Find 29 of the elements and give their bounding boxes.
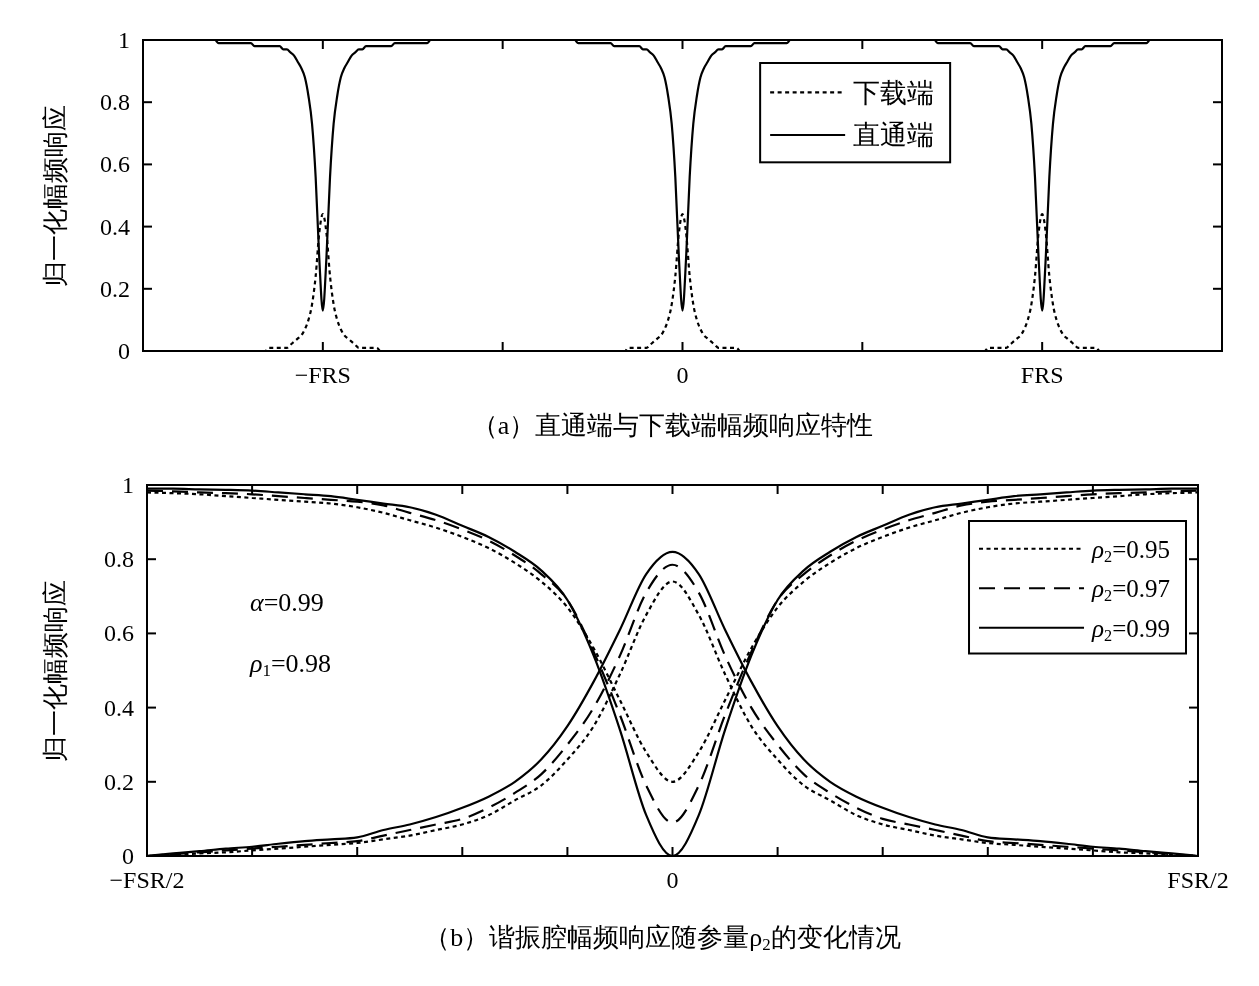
text: （a）直通端与下载端幅频响应特性	[471, 411, 874, 440]
y-tick-label: 0.8	[104, 546, 134, 573]
y-tick-label: 0.4	[100, 213, 130, 240]
y-tick-label: 0.2	[100, 275, 130, 302]
annotation: ρ$_{1}$=0.98	[249, 649, 332, 681]
y-tick-label: 0.2	[104, 768, 134, 795]
annotation: α=0.99	[250, 588, 324, 618]
y-axis-title: 归一化幅频响应	[41, 104, 70, 287]
y-tick-label: 1	[122, 472, 134, 498]
x-tick-label: FRS	[1020, 362, 1064, 388]
x-tick-label: FSR/2	[1167, 867, 1229, 893]
y-tick-label: 0.6	[100, 151, 130, 178]
y-tick-label: 0	[118, 338, 130, 364]
x-tick-label: 0	[676, 362, 689, 388]
y-tick-label: 0	[122, 843, 134, 869]
y-tick-label: 1	[118, 27, 130, 53]
legend-label: ρ$_{2}$=0.97	[1091, 575, 1170, 606]
x-tick-label: −FRS	[294, 362, 351, 388]
y-tick-label: 0.6	[104, 620, 134, 647]
y-tick-label: 0.8	[100, 89, 130, 116]
legend-label: 直通端	[853, 120, 935, 151]
y-tick-label: 0.4	[104, 694, 134, 721]
text: （b）谐振腔幅频响应随参量ρ$_{2}$的变化情况	[424, 923, 901, 955]
y-axis-title: 归一化幅频响应	[41, 579, 70, 762]
x-tick-label: 0	[666, 867, 679, 893]
x-tick-label: −FSR/2	[109, 867, 185, 893]
legend-label: ρ$_{2}$=0.95	[1091, 535, 1170, 566]
legend-label: 下载端	[853, 77, 935, 108]
legend-label: ρ$_{2}$=0.99	[1091, 614, 1170, 645]
